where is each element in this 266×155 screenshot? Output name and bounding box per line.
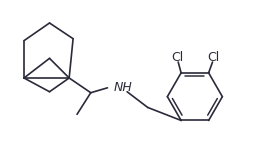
Text: NH: NH bbox=[113, 81, 132, 94]
Text: Cl: Cl bbox=[171, 51, 183, 64]
Text: Cl: Cl bbox=[207, 51, 220, 64]
